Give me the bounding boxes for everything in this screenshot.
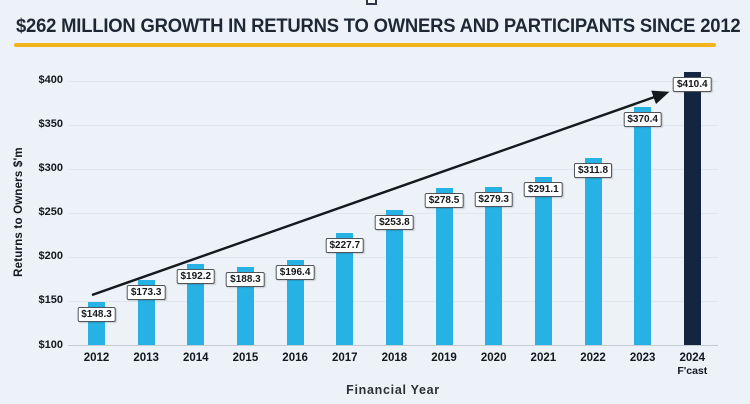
x-axis-line — [68, 344, 718, 346]
bar-2024 — [683, 71, 701, 345]
y-tick-label: $350 — [38, 118, 63, 131]
x-tick-label: 2019 — [431, 352, 457, 364]
bar-value-label: $148.3 — [77, 307, 116, 323]
page-title: $262 MILLION GROWTH IN RETURNS TO OWNERS… — [16, 16, 741, 37]
y-tick-label: $400 — [38, 74, 63, 87]
x-tick-label: 2020 — [480, 352, 507, 364]
y-tick-label: $100 — [38, 338, 63, 351]
x-tick-label: 2023 — [629, 352, 656, 364]
y-tick-label: $300 — [38, 162, 63, 175]
bar-value-label: $279.3 — [474, 192, 513, 208]
x-tick-label: 2024 F'cast — [677, 352, 708, 377]
gridline-400 — [68, 80, 718, 82]
x-tick-sublabel: F'cast — [677, 365, 708, 377]
bar-value-label: $188.3 — [226, 272, 265, 288]
title-underline — [14, 43, 716, 47]
y-tick-label: $250 — [38, 206, 63, 219]
x-tick-label: 2016 — [282, 352, 308, 364]
bar-value-label: $227.7 — [325, 237, 365, 253]
x-tick-label: 2012 — [83, 352, 110, 364]
x-tick-label: 2013 — [133, 352, 159, 364]
bar-value-label: $291.1 — [524, 181, 563, 197]
x-tick-label: 2014 — [183, 352, 209, 364]
x-tick-label: 2022 — [580, 352, 606, 364]
x-tick-label: 2015 — [232, 352, 259, 364]
bar-value-label: $370.4 — [623, 111, 662, 127]
bar-2020 — [485, 187, 503, 345]
bar-value-label: $253.8 — [375, 214, 414, 230]
gridline-350 — [68, 124, 718, 126]
y-tick-label: $150 — [38, 294, 63, 307]
bar-2022 — [584, 158, 602, 345]
bar-2018 — [385, 209, 403, 345]
bar-2021 — [534, 176, 552, 345]
x-tick-label: 2021 — [530, 352, 557, 364]
bar-2019 — [435, 187, 453, 345]
gridline-300 — [68, 168, 718, 170]
bar-value-label: $410.4 — [673, 76, 712, 92]
x-tick-label: 2017 — [331, 352, 358, 364]
bar-value-label: $173.3 — [126, 285, 166, 301]
top-edge-artifact — [366, 0, 377, 5]
bar-value-label: $196.4 — [275, 265, 315, 281]
bar-value-label: $192.2 — [176, 268, 216, 284]
x-tick-label: 2018 — [381, 352, 408, 364]
bar-value-label: $278.5 — [424, 192, 464, 208]
y-tick-label: $200 — [38, 250, 63, 263]
bar-2023 — [634, 106, 652, 345]
x-axis-title: Financial Year — [346, 383, 440, 397]
bar-value-label: $311.8 — [573, 163, 613, 179]
